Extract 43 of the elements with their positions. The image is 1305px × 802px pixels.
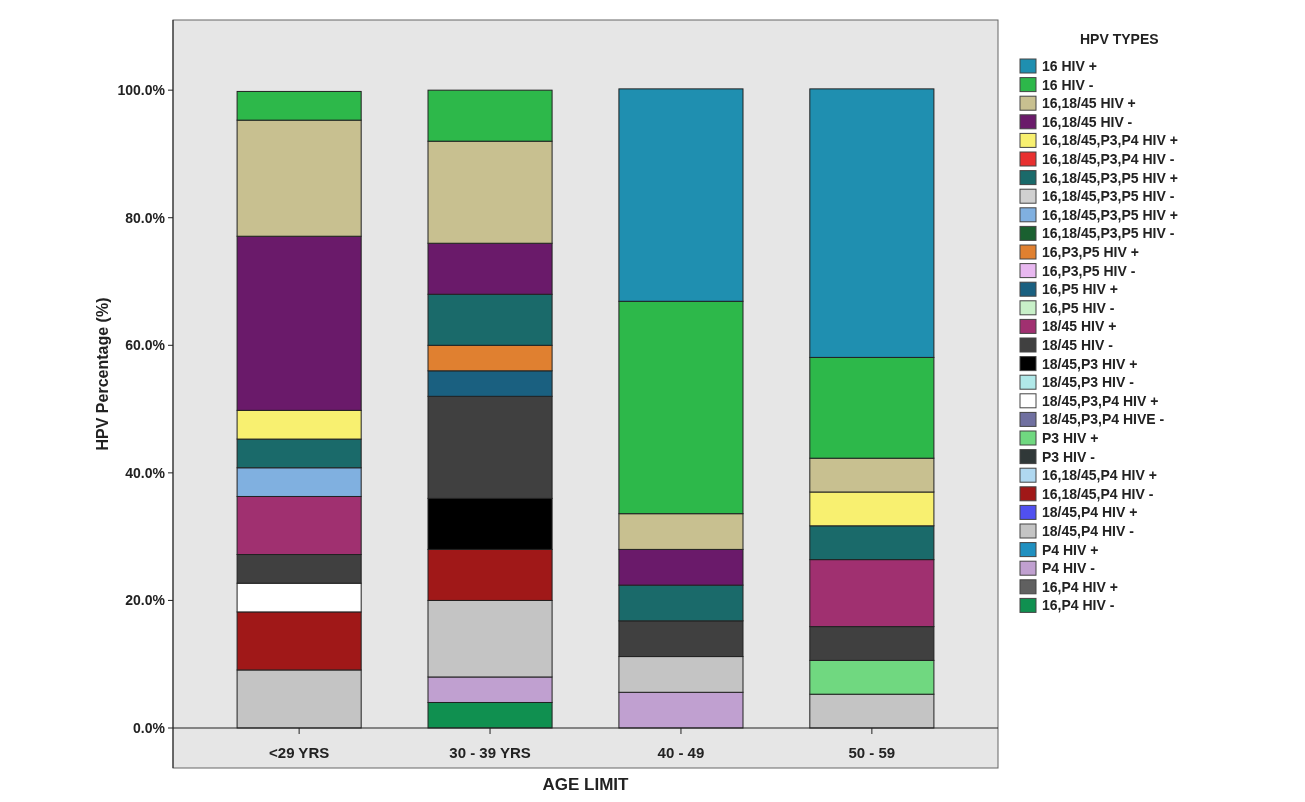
legend-label: 16,18/45,P3,P5 HIV + bbox=[1042, 169, 1178, 186]
legend-label: 16,18/45,P3,P5 HIV + bbox=[1042, 206, 1178, 223]
legend-label: 18/45,P3 HIV - bbox=[1042, 374, 1135, 391]
x-tick-label: 30 - 39 YRS bbox=[449, 744, 531, 761]
legend-label: 16,P3,P5 HIV - bbox=[1042, 262, 1136, 279]
legend-label: 16,P4 HIV + bbox=[1042, 578, 1118, 595]
legend-label: 16,P5 HIV + bbox=[1042, 281, 1118, 298]
legend-title: HPV TYPES bbox=[1080, 31, 1159, 47]
y-tick-label: 80.0% bbox=[125, 209, 166, 226]
legend-label: P3 HIV - bbox=[1042, 448, 1096, 465]
y-tick-label: 60.0% bbox=[125, 337, 166, 354]
legend-label: 16,P3,P5 HIV + bbox=[1042, 243, 1139, 260]
legend-label: 18/45,P3,P4 HIV + bbox=[1042, 392, 1159, 409]
legend-label: P3 HIV + bbox=[1042, 429, 1099, 446]
legend-label: 16,18/45,P3,P4 HIV + bbox=[1042, 132, 1178, 149]
y-tick-label: 0.0% bbox=[133, 719, 166, 736]
y-tick-label: 20.0% bbox=[125, 592, 166, 609]
legend-label: 16,18/45,P3,P5 HIV - bbox=[1042, 225, 1175, 242]
legend-label: 16,P4 HIV - bbox=[1042, 597, 1115, 614]
legend-label: 18/45,P4 HIV - bbox=[1042, 522, 1135, 539]
legend-label: 16,18/45,P3,P4 HIV - bbox=[1042, 150, 1175, 167]
legend-label: 18/45 HIV - bbox=[1042, 336, 1114, 353]
legend-label: 16,P5 HIV - bbox=[1042, 299, 1115, 316]
legend-label: 16,18/45 HIV + bbox=[1042, 95, 1136, 112]
y-tick-label: 40.0% bbox=[125, 464, 166, 481]
legend-label: P4 HIV - bbox=[1042, 560, 1096, 577]
x-tick-label: <29 YRS bbox=[269, 744, 330, 761]
legend-label: P4 HIV + bbox=[1042, 541, 1099, 558]
legend-label: 18/45,P3 HIV + bbox=[1042, 355, 1138, 372]
legend-label: 16 HIV + bbox=[1042, 57, 1097, 74]
legend-label: 16,18/45,P4 HIV + bbox=[1042, 467, 1157, 484]
x-axis-title: AGE LIMIT bbox=[542, 775, 630, 794]
legend-label: 18/45,P4 HIV + bbox=[1042, 504, 1138, 521]
y-tick-label: 100.0% bbox=[117, 82, 166, 99]
legend-label: 16,18/45,P3,P5 HIV - bbox=[1042, 188, 1175, 205]
legend-label: 16 HIV - bbox=[1042, 76, 1094, 93]
x-tick-label: 40 - 49 bbox=[657, 744, 705, 761]
legend-label: 18/45 HIV + bbox=[1042, 318, 1117, 335]
x-tick-label: 50 - 59 bbox=[848, 744, 896, 761]
legend-label: 16,18/45,P4 HIV - bbox=[1042, 485, 1154, 502]
legend-label: 16,18/45 HIV - bbox=[1042, 113, 1133, 130]
legend-label: 18/45,P3,P4 HIVE - bbox=[1042, 411, 1165, 428]
y-axis-title: HPV Percentage (%) bbox=[94, 297, 111, 451]
